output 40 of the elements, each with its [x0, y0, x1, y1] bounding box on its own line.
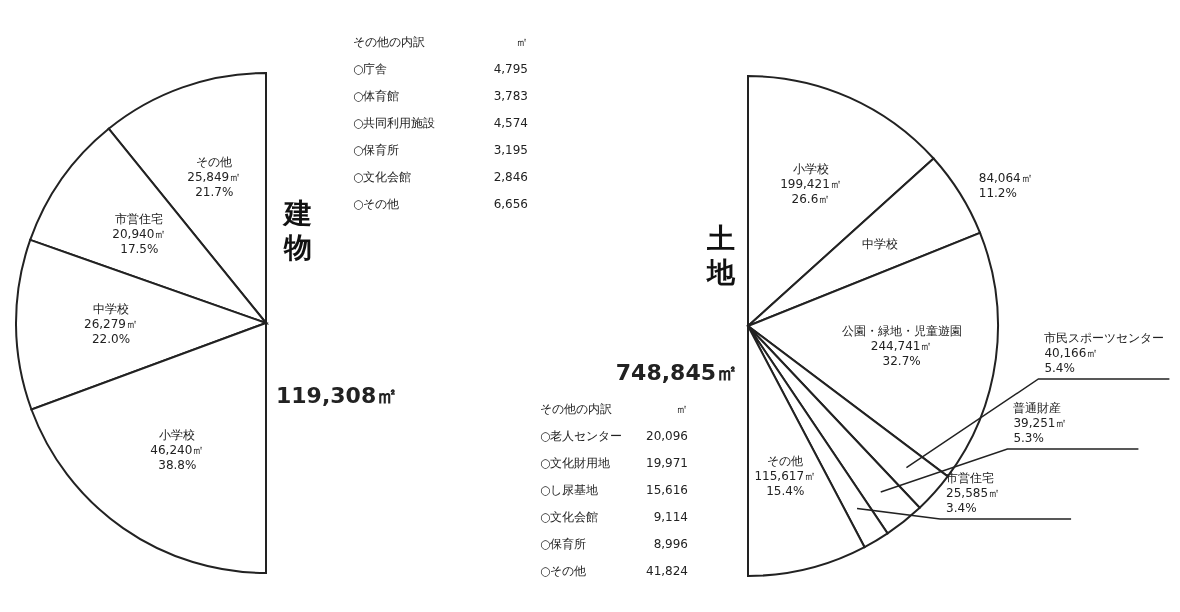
data-label: 199,421㎡ 26.6㎡	[780, 177, 842, 207]
data-label: 244,741㎡ 32.7%	[870, 339, 933, 369]
text: ○その他 41,824	[540, 564, 688, 578]
text: ○その他 6,656	[353, 197, 528, 211]
data-label: 39,251㎡ 5.3%	[1013, 416, 1068, 445]
text: ○共同利用施設 4,574	[353, 116, 528, 130]
text: その他の内訳 ㎡	[540, 402, 688, 416]
slice-label: 公園・緑地・児童遊園	[841, 324, 962, 339]
text: ○保育所 3,195	[353, 143, 528, 157]
slice-label: その他	[196, 154, 233, 169]
text: ○体育館 3,783	[353, 89, 528, 103]
slice-label: 小学校	[159, 428, 196, 443]
slice-label: 中学校	[93, 302, 129, 317]
slice-label: 中学校	[861, 236, 898, 251]
data-label: 20,940㎡ 17.5%	[112, 226, 167, 256]
slice-label: 小学校	[792, 162, 829, 177]
slice-label: その他	[767, 454, 804, 469]
data-label: 46,240㎡ 38.8%	[150, 443, 205, 473]
text: 748,845㎡	[615, 360, 738, 385]
data-label: 84,064㎡ 11.2%	[978, 171, 1033, 201]
text: ○文化財用地 19,971	[540, 456, 688, 470]
data-label: 115,617㎡ 15.4%	[754, 469, 817, 499]
slice-label: 市営住宅	[946, 471, 995, 485]
text: ○文化会館 2,846	[353, 170, 528, 184]
text: ○文化会館 9,114	[540, 510, 688, 524]
slice-label: 普通財産	[1013, 401, 1062, 415]
text: ○庁舎 4,795	[353, 62, 528, 76]
data-label: 26,279㎡ 22.0%	[84, 317, 138, 347]
text: ○老人センター 20,096	[540, 429, 688, 443]
text: その他の内訳 ㎡	[353, 35, 528, 49]
slice-label: 市民スポーツセンター	[1044, 331, 1165, 345]
data-label: 40,166㎡ 5.4%	[1044, 346, 1099, 375]
text: ○保育所 8,996	[540, 537, 688, 551]
data-label: 25,849㎡ 21.7%	[187, 169, 242, 199]
data-label: 25,585㎡ 3.4%	[946, 486, 1001, 515]
text: ○し尿基地 15,616	[540, 483, 688, 497]
text: 建物	[282, 197, 312, 264]
slice-label: 市営住宅	[115, 211, 164, 226]
text: 土地	[705, 222, 736, 289]
text: 119,308㎡	[276, 383, 399, 408]
